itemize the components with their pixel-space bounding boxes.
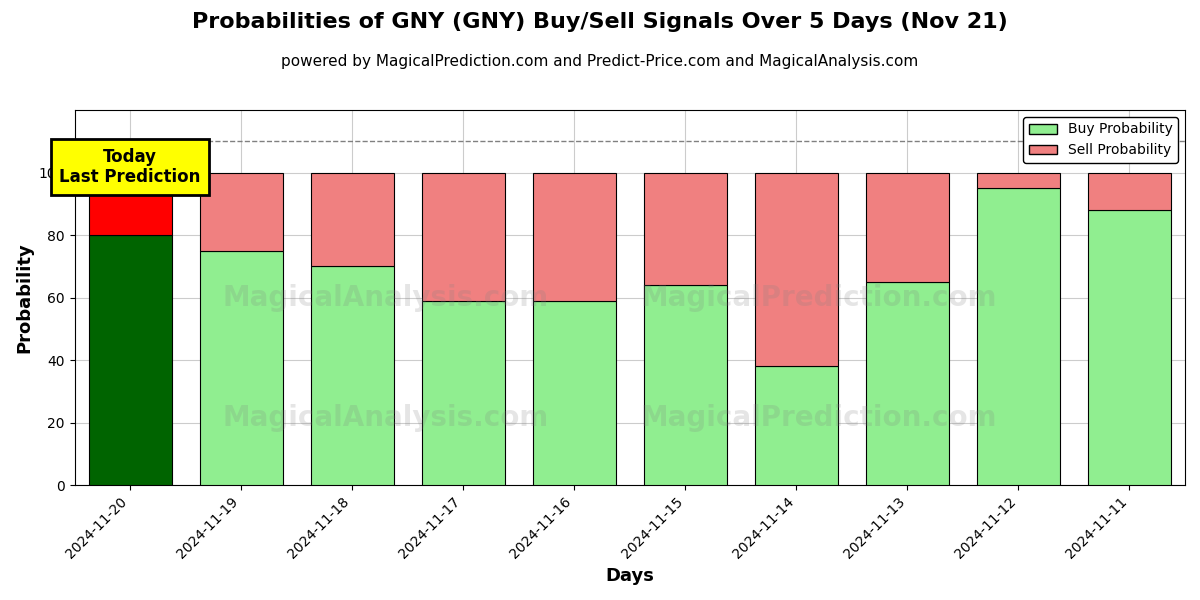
Bar bbox=[199, 251, 283, 485]
Text: Probabilities of GNY (GNY) Buy/Sell Signals Over 5 Days (Nov 21): Probabilities of GNY (GNY) Buy/Sell Sign… bbox=[192, 12, 1008, 32]
Bar bbox=[643, 285, 727, 485]
Bar bbox=[421, 301, 505, 485]
Text: MagicalPrediction.com: MagicalPrediction.com bbox=[641, 404, 997, 431]
Legend: Buy Probability, Sell Probability: Buy Probability, Sell Probability bbox=[1024, 117, 1178, 163]
Bar bbox=[755, 367, 838, 485]
Bar bbox=[643, 173, 727, 285]
Bar bbox=[977, 173, 1060, 188]
Text: MagicalAnalysis.com: MagicalAnalysis.com bbox=[222, 404, 548, 431]
Bar bbox=[977, 188, 1060, 485]
Bar bbox=[199, 173, 283, 251]
Text: Today
Last Prediction: Today Last Prediction bbox=[60, 148, 200, 187]
Bar bbox=[89, 235, 172, 485]
Bar bbox=[89, 173, 172, 235]
Bar bbox=[865, 173, 949, 282]
Bar bbox=[311, 266, 394, 485]
Text: powered by MagicalPrediction.com and Predict-Price.com and MagicalAnalysis.com: powered by MagicalPrediction.com and Pre… bbox=[281, 54, 919, 69]
Bar bbox=[755, 173, 838, 367]
Text: MagicalAnalysis.com: MagicalAnalysis.com bbox=[222, 284, 548, 311]
Bar bbox=[1088, 210, 1171, 485]
Bar bbox=[311, 173, 394, 266]
Bar bbox=[533, 301, 616, 485]
Bar bbox=[1088, 173, 1171, 210]
Bar bbox=[533, 173, 616, 301]
X-axis label: Days: Days bbox=[605, 567, 654, 585]
Y-axis label: Probability: Probability bbox=[16, 242, 34, 353]
Bar bbox=[865, 282, 949, 485]
Text: MagicalPrediction.com: MagicalPrediction.com bbox=[641, 284, 997, 311]
Bar bbox=[421, 173, 505, 301]
